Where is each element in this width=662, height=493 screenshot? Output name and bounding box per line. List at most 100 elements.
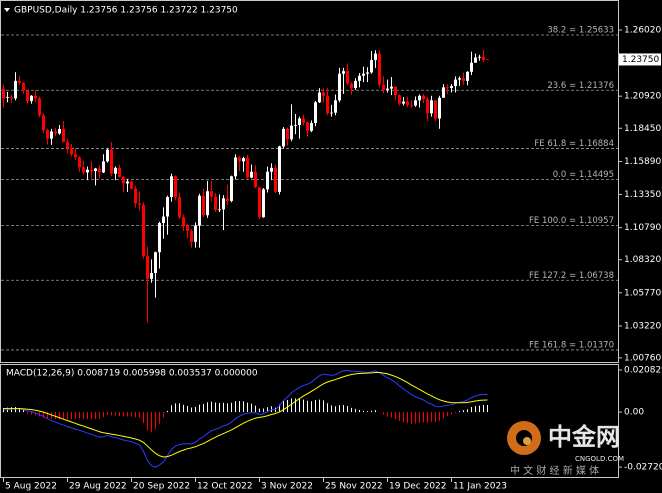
candle-body [230,176,233,201]
candle-body [250,171,253,178]
candle-body [162,216,165,224]
y-tick-label: 1.18450 [624,124,661,134]
candle-body [394,86,397,96]
candle-body [402,101,405,104]
candle-body [342,71,345,74]
macd-line [3,371,488,458]
level-label: FE 61.8 = 1.16884 [534,139,614,149]
candle-body [238,157,241,162]
candle-body [110,149,113,174]
candle-body [82,167,85,173]
candle-body [6,97,9,98]
candle-body [414,100,417,106]
candle-body [418,95,421,101]
level-label: FE 100.0 = 1.10957 [529,216,614,226]
candle-body [482,56,485,61]
candle-body [22,82,25,91]
candle-body [430,100,433,114]
candle-body [226,198,229,201]
y-tick-label: 1.05770 [624,288,661,298]
candle-body [446,87,449,89]
candle-body [170,176,173,198]
level-label: 23.6 = 1.21376 [547,81,614,91]
candle-body [314,102,317,124]
y-tick-label: 1.00760 [624,353,661,363]
candle-body [38,98,41,116]
candle-body [442,87,445,98]
candle-body [122,176,125,184]
candle-body [234,157,237,177]
x-tick-label: 11 Jan 2023 [453,482,507,492]
candle-body [454,79,457,87]
x-tick-label: 5 Aug 2022 [5,482,57,492]
candle-body [458,78,461,80]
y-tick-label: 0.00 [624,408,644,418]
candle-body [126,181,129,184]
candle-body [366,72,369,74]
candle-body [2,88,5,99]
candle-body [210,191,213,197]
candle-body [142,204,145,257]
candle-body [406,101,409,105]
candle-body [54,131,57,134]
candle-body [174,176,177,198]
candle-body [318,92,321,103]
candle-body [106,149,109,162]
candle-body [346,71,349,84]
candle-body [470,62,473,72]
y-tick-label: 1.26020 [624,25,661,35]
candle-body [242,158,245,162]
candle-body [422,95,425,100]
x-tick-label: 20 Sep 2022 [133,482,190,492]
candle-body [214,196,217,211]
y-tick-label: 0.020829 [624,366,662,376]
x-tick-label: 25 Nov 2022 [325,482,383,492]
current-price-box [619,53,661,66]
x-tick-label: 12 Oct 2022 [197,482,253,492]
candle-body [46,130,49,139]
candle-body [50,131,53,139]
candle-body [10,97,13,99]
candle-body [30,95,33,101]
candle-body [474,57,477,63]
candle-body [370,60,373,73]
y-tick-label: 1.10790 [624,223,661,233]
candle-body [438,97,441,119]
candle-body [150,272,153,279]
collapse-arrow[interactable] [4,8,10,12]
candle-body [182,217,185,227]
candle-body [294,125,297,126]
y-tick-label: 1.03220 [624,321,661,331]
candle-body [178,197,181,218]
candle-body [354,80,357,89]
candle-body [94,168,97,172]
candle-body [270,167,273,172]
candle-body [246,158,249,178]
candle-body [282,128,285,147]
candle-body [166,197,169,217]
candle-body [358,75,361,81]
candle-body [218,209,221,211]
watermark: 中金网 CNGOLD.COM 中 文 财 经 新 媒 体 [507,421,624,477]
candle-body [350,83,353,89]
candle-body [386,88,389,90]
candle-body [462,78,465,81]
candle-body [330,112,333,114]
candle-body [326,95,329,114]
y-tick-label: 1.15890 [624,157,661,167]
candle-body [222,198,225,210]
candle-body [486,59,489,61]
candle-body [42,115,45,131]
candle-body [450,86,453,89]
candle-body [158,223,161,253]
candle-body [58,128,61,134]
candle-body [302,118,305,123]
candle-body [18,80,21,83]
candle-body [74,154,77,158]
candle-body [194,225,197,242]
watermark-site: CNGOLD.COM [575,455,624,463]
candle-body [138,203,141,205]
candle-body [338,73,341,101]
candle-body [114,167,117,174]
candle-body [290,125,293,140]
